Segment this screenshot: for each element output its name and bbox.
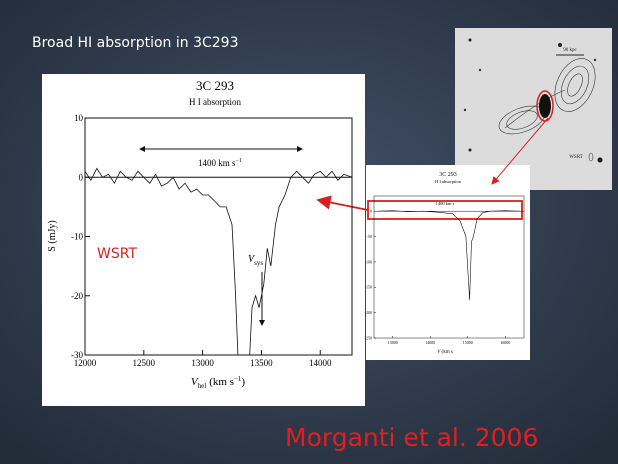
width-label: 1400 km s−1 [198,158,242,168]
inset-x-symbol: V [437,350,441,355]
zoom-arrow [316,195,369,211]
spectrum-line [84,167,353,356]
y-tick-label: -30 [71,350,83,360]
x-label-symbol: V [191,376,199,388]
vsys-label: Vsys [248,254,263,267]
x-tick-label: 12500 [133,358,156,368]
x-label-exponent: −1 [234,375,242,383]
inset-subtitle: H I absorption [435,179,462,184]
y-tick-label: -250 [365,335,372,340]
inset-title: 3C 293 [439,172,457,178]
x-label-close: ) [241,376,245,388]
telescope-label: WSRT [97,246,137,262]
citation: Morganti et al. 2006 [285,423,538,452]
x-tick-label: 13000 [388,340,398,345]
x-label-unit: (km s [209,376,234,388]
slide-title: Broad HI absorption in 3C293 [32,35,239,51]
inset-x-label: V (km s [437,350,453,355]
main-plot-title: 3C 293 [196,78,234,93]
y-tick-label: 10 [74,113,84,123]
x-tick-label: 13500 [250,358,273,368]
x-tick-label: 14000 [425,340,435,345]
inset-panel [366,165,530,360]
y-tick-label: -200 [365,310,372,315]
spectrum-line [377,210,521,301]
x-tick-label: 14000 [309,358,332,368]
x-tick-label: 16000 [500,340,510,345]
y-axis-label: S (mJy) [47,220,58,251]
radio-image: 90 kpc WSRT [455,28,612,190]
vsys-symbol: V [248,254,256,265]
y-tick-label: 0 [370,209,372,214]
x-tick-label: 13000 [191,358,214,368]
y-tick-label: -150 [365,285,372,290]
y-tick-label: -20 [71,291,83,301]
x-tick-label: 12000 [74,358,97,368]
x-label-subscript: hel [198,382,207,390]
y-tick-label: -50 [367,234,372,239]
plot-frame [373,195,525,339]
x-tick-label: 15000 [463,340,473,345]
main-plot-panel [42,74,365,406]
width-label-text: 1400 km s [198,158,236,168]
source-arrow [491,117,549,185]
telescope-label: WSRT [569,155,583,160]
x-axis-label: Vhel (km s−1) [191,375,246,390]
inset-width-label: 1400 km s [436,201,455,206]
vsys-subscript: sys [254,259,263,267]
scale-label: 90 kpc [563,48,577,53]
y-tick-label: -10 [71,232,83,242]
width-label-exponent: −1 [236,158,242,164]
main-plot-subtitle: H I absorption [189,97,241,107]
y-tick-label: -100 [365,259,372,264]
inset-x-rest: (km s [442,350,453,355]
y-tick-label: 0 [79,172,84,182]
